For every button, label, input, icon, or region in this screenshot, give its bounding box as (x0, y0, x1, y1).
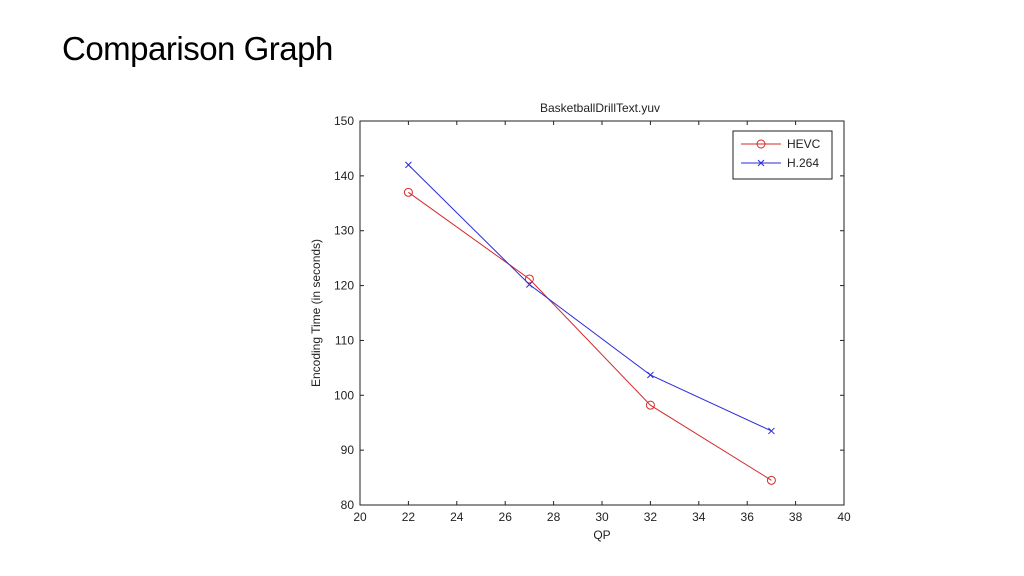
x-tick-label: 34 (692, 510, 706, 524)
x-tick-label: 28 (547, 510, 561, 524)
y-tick-label: 100 (334, 388, 354, 402)
y-tick-label: 90 (341, 443, 355, 457)
point-h264 (405, 161, 412, 169)
x-tick-label: 38 (789, 510, 803, 524)
y-tick-label: 80 (341, 498, 355, 512)
point-hevc (645, 400, 655, 410)
point-h264 (526, 281, 533, 288)
point-hevc (524, 274, 534, 284)
x-tick-label: 30 (595, 510, 609, 524)
point-h264 (647, 371, 654, 379)
plot-area (359, 120, 845, 506)
point-hevc (403, 187, 413, 197)
series-layer (403, 161, 776, 485)
legend-box (732, 130, 833, 180)
point-hevc (766, 475, 776, 485)
slide-title: Comparison Graph (62, 30, 333, 67)
point-h264 (768, 427, 775, 435)
x-tick-label: 24 (450, 510, 464, 524)
y-tick-label: 120 (334, 279, 354, 293)
y-tick-label: 110 (335, 333, 354, 347)
chart-title: BasketballDrillText.yuv (540, 101, 660, 115)
y-tick-label: 150 (334, 114, 354, 128)
x-axis-label: QP (593, 528, 610, 542)
series-line-h264 (408, 164, 772, 432)
axis-ticks: 20 22 24 26 28 30 32 34 36 38 40 80 90 100 110 120 130 14… (334, 114, 851, 524)
legend-marker-h264 (757, 159, 765, 167)
y-tick-label: 140 (334, 169, 354, 183)
legend-label-hevc: HEVC (787, 137, 821, 151)
y-tick-label: 130 (334, 224, 354, 238)
series-line-hevc (408, 191, 772, 481)
legend-marker-hevc (756, 139, 766, 149)
x-tick-label: 22 (402, 510, 416, 524)
x-tick-label: 32 (644, 510, 658, 524)
x-tick-label: 40 (837, 510, 851, 524)
legend: HEVC H.264 (732, 130, 833, 180)
y-axis-label: Encoding Time (in seconds) (309, 239, 323, 387)
legend-label-h264: H.264 (787, 156, 819, 170)
x-tick-label: 20 (353, 510, 367, 524)
x-tick-label: 36 (741, 510, 755, 524)
x-tick-label: 26 (499, 510, 513, 524)
